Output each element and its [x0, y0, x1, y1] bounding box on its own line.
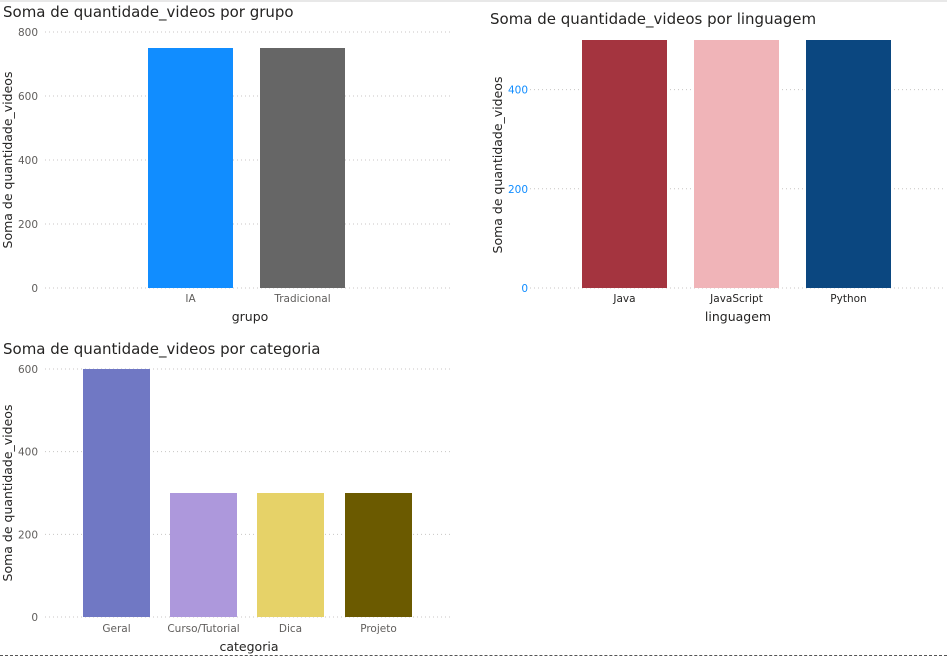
y-tick-label: 600: [18, 364, 38, 376]
y-axis-title: Soma de quantidade_videos: [0, 72, 15, 249]
bar-python: [806, 40, 891, 288]
x-axis-title: grupo: [232, 309, 269, 324]
x-tick-label: Geral: [102, 623, 130, 635]
y-axis-title: Soma de quantidade_videos: [490, 77, 505, 254]
y-tick-label: 400: [508, 85, 528, 97]
chart-title: Soma de quantidade_videos por categoria: [3, 340, 321, 358]
y-tick-label: 0: [31, 612, 38, 624]
x-tick-label: Java: [612, 293, 635, 305]
x-tick-label: Python: [830, 293, 866, 305]
x-tick-label: IA: [185, 293, 196, 305]
y-tick-label: 400: [18, 447, 38, 459]
x-tick-label: JavaScript: [709, 293, 763, 305]
chart-categoria[interactable]: Soma de quantidade_videos por categoria …: [0, 0, 470, 657]
y-tick-label: 200: [18, 219, 38, 231]
chart-linguagem-svg: 0 200 400 Java JavaScript Python linguagem Soma…: [490, 40, 945, 324]
x-tick-label: Dica: [279, 623, 302, 635]
x-tick-label: Projeto: [360, 623, 397, 635]
x-tick-label: Tradicional: [273, 293, 330, 305]
bar-curso-tutorial: [170, 493, 237, 617]
bar-java: [582, 40, 667, 288]
chart-grupo[interactable]: Soma de quantidade_videos por grupo 0 200…: [0, 0, 460, 330]
y-tick-label: 200: [18, 529, 38, 541]
y-tick-label: 0: [31, 283, 38, 295]
bar-ia: [148, 48, 233, 288]
x-axis-title: categoria: [220, 639, 279, 654]
y-tick-label: 400: [18, 155, 38, 167]
x-axis-title: linguagem: [705, 309, 771, 324]
chart-grupo-svg: 0 200 400 600 800 IA Tradicional grupo Soma de q…: [0, 27, 450, 324]
page-top-border: [0, 0, 947, 2]
bar-projeto: [345, 493, 412, 617]
y-tick-label: 0: [521, 283, 528, 295]
x-tick-label: Curso/Tutorial: [167, 623, 239, 635]
y-tick-label: 600: [18, 91, 38, 103]
y-tick-label: 800: [18, 27, 38, 39]
chart-title: Soma de quantidade_videos por grupo: [3, 3, 294, 21]
bar-tradicional: [260, 48, 345, 288]
page-bottom-border: [0, 655, 947, 656]
chart-title: Soma de quantidade_videos por linguagem: [490, 10, 817, 28]
bar-dica: [257, 493, 324, 617]
y-axis-title: Soma de quantidade_videos: [0, 405, 15, 582]
chart-categoria-svg: 0 200 400 600 Geral Curso/Tutorial Dica Projeto…: [0, 364, 450, 654]
bar-geral: [83, 369, 150, 617]
bar-javascript: [694, 40, 779, 288]
y-tick-label: 200: [508, 184, 528, 196]
chart-linguagem[interactable]: Soma de quantidade_videos por linguagem …: [0, 0, 947, 330]
